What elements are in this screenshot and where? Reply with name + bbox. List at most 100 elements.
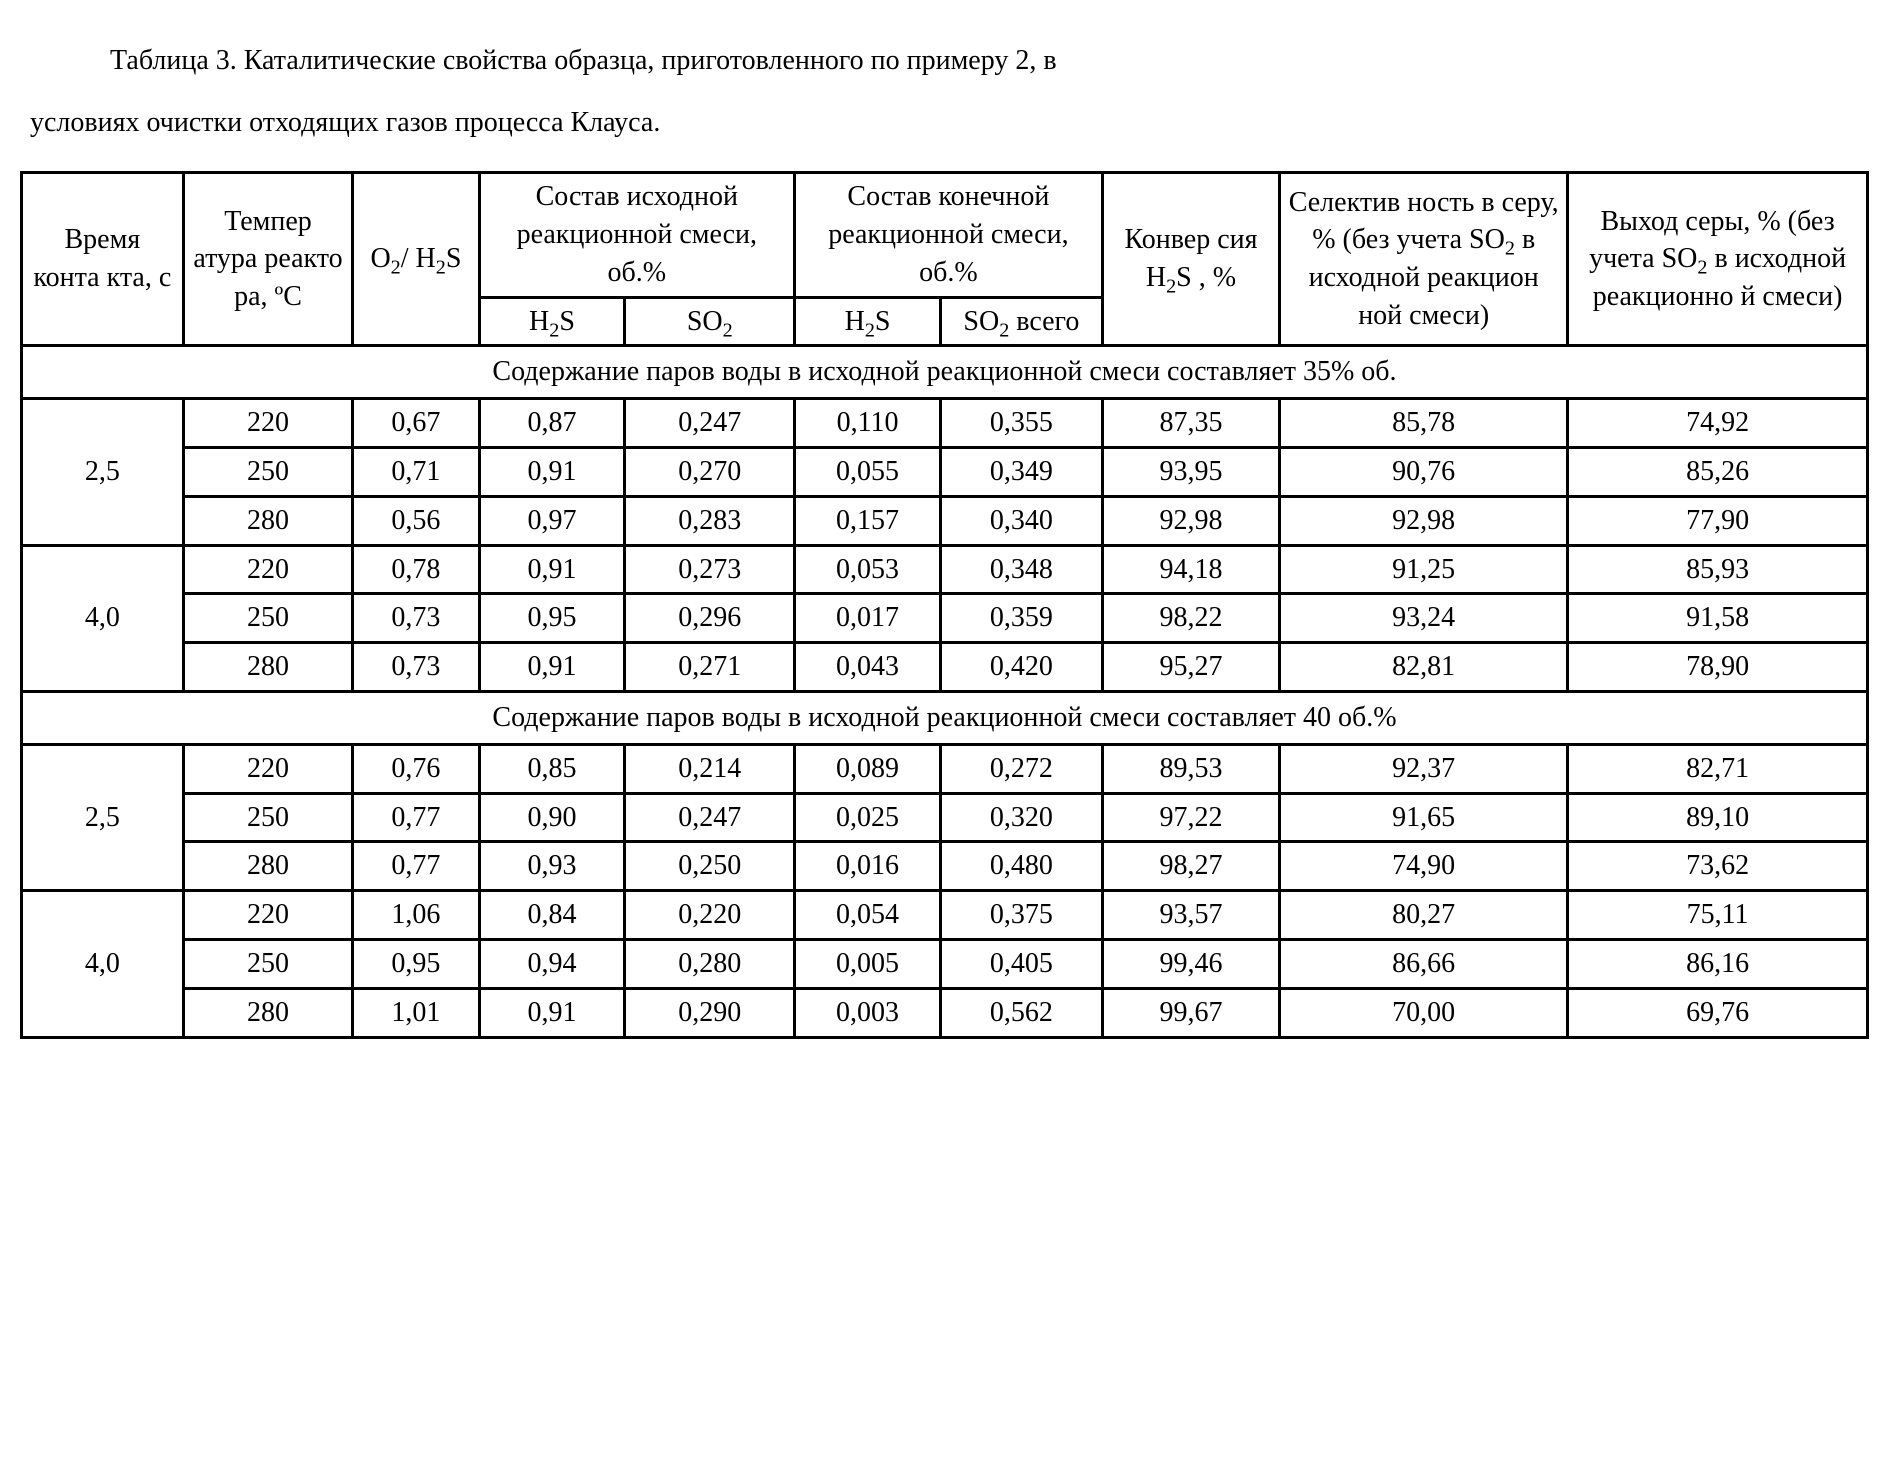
cell-value: 89,53 (1102, 744, 1279, 793)
col-conversion: Конвер сия H2S , % (1102, 173, 1279, 346)
cell-value: 93,24 (1280, 594, 1568, 643)
cell-value: 0,016 (795, 842, 941, 891)
table-row: 2801,010,910,2900,0030,56299,6770,0069,7… (22, 988, 1868, 1037)
cell-value: 0,349 (941, 447, 1103, 496)
cell-value: 95,27 (1102, 643, 1279, 692)
cell-value: 98,27 (1102, 842, 1279, 891)
cell-value: 85,26 (1568, 447, 1868, 496)
cell-value: 0,017 (795, 594, 941, 643)
cell-value: 91,25 (1280, 545, 1568, 594)
cell-value: 0,95 (353, 939, 479, 988)
col-mix-in: Состав исходной реакционной смеси, об.% (479, 173, 795, 297)
cell-value: 0,90 (479, 793, 625, 842)
cell-value: 0,270 (625, 447, 795, 496)
col-yield: Выход серы, % (без учета SO2 в исходной … (1568, 173, 1868, 346)
table-body: Содержание паров воды в исходной реакцио… (22, 346, 1868, 1037)
cell-value: 1,06 (353, 891, 479, 940)
cell-value: 0,71 (353, 447, 479, 496)
col-temp: Темпер атура реакто ра, ºС (183, 173, 353, 346)
cell-value: 0,273 (625, 545, 795, 594)
cell-value: 97,22 (1102, 793, 1279, 842)
cell-value: 0,348 (941, 545, 1103, 594)
table-row: 4,02201,060,840,2200,0540,37593,5780,277… (22, 891, 1868, 940)
cell-value: 80,27 (1280, 891, 1568, 940)
cell-value: 92,37 (1280, 744, 1568, 793)
cell-value: 74,90 (1280, 842, 1568, 891)
cell-value: 0,290 (625, 988, 795, 1037)
cell-value: 220 (183, 744, 353, 793)
cell-value: 99,67 (1102, 988, 1279, 1037)
table-head: Время конта кта, с Темпер атура реакто р… (22, 173, 1868, 346)
cell-value: 220 (183, 399, 353, 448)
table-row: 2,52200,670,870,2470,1100,35587,3585,787… (22, 399, 1868, 448)
cell-value: 92,98 (1102, 496, 1279, 545)
cell-value: 0,005 (795, 939, 941, 988)
cell-value: 0,91 (479, 447, 625, 496)
cell-time: 2,5 (22, 399, 184, 545)
col-in-h2s: H2S (479, 297, 625, 346)
cell-value: 0,77 (353, 842, 479, 891)
cell-value: 0,84 (479, 891, 625, 940)
cell-value: 82,71 (1568, 744, 1868, 793)
cell-value: 74,92 (1568, 399, 1868, 448)
cell-time: 4,0 (22, 891, 184, 1037)
cell-value: 0,320 (941, 793, 1103, 842)
cell-value: 280 (183, 643, 353, 692)
table-caption: Таблица 3. Каталитические свойства образ… (30, 30, 1859, 153)
cell-value: 0,95 (479, 594, 625, 643)
col-mix-out: Состав конечной реакционной смеси, об.% (795, 173, 1103, 297)
table-row: 2800,770,930,2500,0160,48098,2774,9073,6… (22, 842, 1868, 891)
col-time: Время конта кта, с (22, 173, 184, 346)
cell-value: 0,280 (625, 939, 795, 988)
cell-value: 0,67 (353, 399, 479, 448)
cell-value: 0,054 (795, 891, 941, 940)
cell-value: 0,405 (941, 939, 1103, 988)
data-table: Время конта кта, с Темпер атура реакто р… (20, 171, 1869, 1038)
cell-value: 91,58 (1568, 594, 1868, 643)
cell-value: 0,340 (941, 496, 1103, 545)
cell-value: 280 (183, 496, 353, 545)
cell-value: 220 (183, 545, 353, 594)
cell-value: 0,73 (353, 594, 479, 643)
cell-value: 0,110 (795, 399, 941, 448)
cell-value: 70,00 (1280, 988, 1568, 1037)
cell-value: 280 (183, 842, 353, 891)
cell-value: 0,91 (479, 643, 625, 692)
table-row: 2500,950,940,2800,0050,40599,4686,6686,1… (22, 939, 1868, 988)
cell-value: 0,375 (941, 891, 1103, 940)
cell-value: 0,85 (479, 744, 625, 793)
cell-value: 75,11 (1568, 891, 1868, 940)
cell-value: 0,025 (795, 793, 941, 842)
cell-time: 4,0 (22, 545, 184, 691)
cell-value: 93,57 (1102, 891, 1279, 940)
cell-value: 250 (183, 793, 353, 842)
cell-value: 77,90 (1568, 496, 1868, 545)
table-row: 2,52200,760,850,2140,0890,27289,5392,378… (22, 744, 1868, 793)
cell-value: 0,56 (353, 496, 479, 545)
cell-value: 85,93 (1568, 545, 1868, 594)
cell-value: 0,272 (941, 744, 1103, 793)
caption-line-1: Таблица 3. Каталитические свойства образ… (30, 30, 1859, 92)
cell-value: 85,78 (1280, 399, 1568, 448)
cell-value: 0,480 (941, 842, 1103, 891)
cell-value: 0,97 (479, 496, 625, 545)
cell-value: 0,089 (795, 744, 941, 793)
col-ratio: O2/ H2S (353, 173, 479, 346)
table-row: 2800,560,970,2830,1570,34092,9892,9877,9… (22, 496, 1868, 545)
cell-value: 250 (183, 939, 353, 988)
table-row: 2800,730,910,2710,0430,42095,2782,8178,9… (22, 643, 1868, 692)
cell-value: 99,46 (1102, 939, 1279, 988)
cell-value: 87,35 (1102, 399, 1279, 448)
cell-value: 0,220 (625, 891, 795, 940)
cell-value: 92,98 (1280, 496, 1568, 545)
cell-value: 0,157 (795, 496, 941, 545)
cell-value: 86,66 (1280, 939, 1568, 988)
cell-value: 98,22 (1102, 594, 1279, 643)
cell-value: 0,94 (479, 939, 625, 988)
cell-value: 0,055 (795, 447, 941, 496)
cell-value: 220 (183, 891, 353, 940)
cell-value: 78,90 (1568, 643, 1868, 692)
col-out-h2s: H2S (795, 297, 941, 346)
cell-value: 250 (183, 447, 353, 496)
section-title: Содержание паров воды в исходной реакцио… (22, 691, 1868, 744)
